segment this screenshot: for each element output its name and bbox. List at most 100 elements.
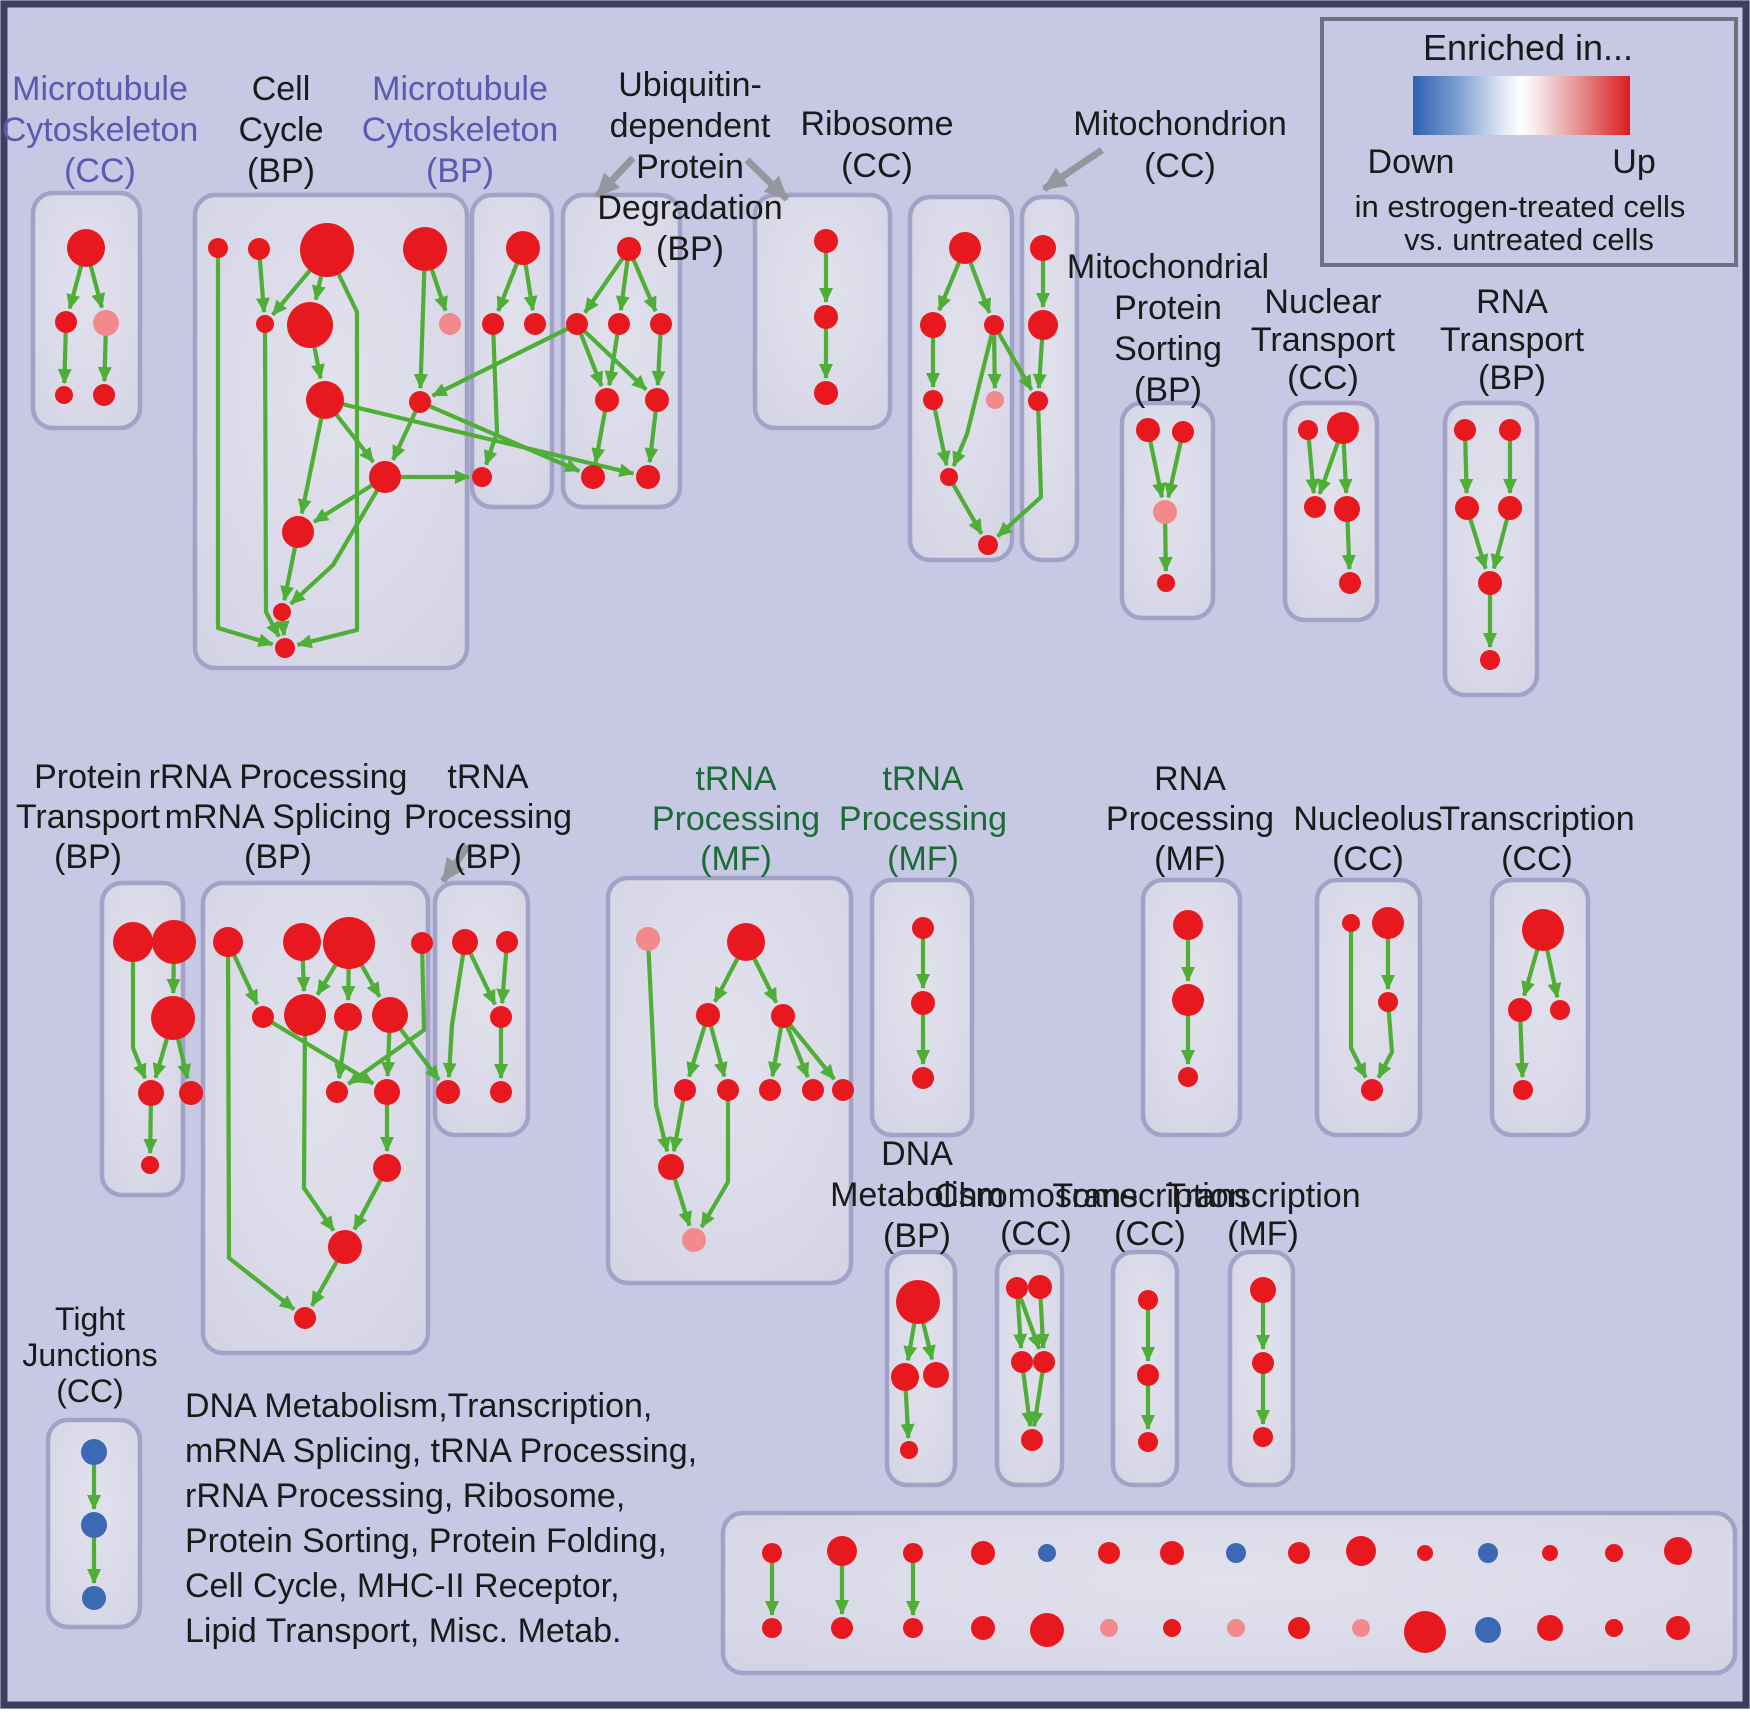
trna-processing-mf-large-node-3 bbox=[771, 1004, 795, 1028]
transcription-cc-upper-node-3 bbox=[1513, 1080, 1533, 1100]
nuclear-transport-node-4 bbox=[1339, 572, 1361, 594]
rrna-processing-node-4 bbox=[252, 1006, 274, 1028]
tight-junctions-node-0 bbox=[81, 1439, 107, 1465]
tight-junctions-node-2 bbox=[82, 1586, 106, 1610]
trna-processing-mf-small-label-line-0: tRNA bbox=[882, 760, 964, 798]
trna-processing-mf-large-node-9 bbox=[658, 1154, 684, 1180]
mitochondrial-protein-sorting-label-line-2: Sorting bbox=[1114, 330, 1222, 368]
legend-gradient-bar bbox=[1413, 76, 1630, 135]
cell-cycle-edge-13 bbox=[215, 248, 274, 647]
misc-clusters-node-20 bbox=[1100, 1619, 1118, 1637]
note-line-3: Protein Sorting, Protein Folding, bbox=[185, 1522, 667, 1560]
rrna-processing-box bbox=[200, 880, 431, 1356]
ribosome-edge-3 bbox=[987, 324, 1002, 390]
rrna-processing-node-1 bbox=[283, 923, 321, 961]
nucleolus-node-1 bbox=[1372, 907, 1404, 939]
cell-cycle-edge-11 bbox=[289, 475, 387, 606]
microtubule-bp-edge-2 bbox=[483, 323, 500, 466]
ribosome-node-2 bbox=[984, 315, 1004, 335]
dna-metabolism-node-0 bbox=[896, 1280, 940, 1324]
misc-clusters-node-16 bbox=[831, 1617, 853, 1639]
ribosome-node-1 bbox=[920, 312, 946, 338]
legend-box bbox=[1320, 17, 1738, 267]
nuclear-transport-node-1 bbox=[1327, 412, 1359, 444]
rrna-processing-node-9 bbox=[374, 1079, 400, 1105]
trna-processing-mf-large-node-0 bbox=[636, 927, 660, 951]
misc-clusters-node-12 bbox=[1542, 1545, 1558, 1561]
ubiquitin-2-node-2 bbox=[814, 381, 838, 405]
ribosome-node-3 bbox=[923, 390, 943, 410]
transcription-cc-lower-label-line-0: Transcription bbox=[1052, 1177, 1247, 1215]
trna-processing-mf-large-edge-6 bbox=[781, 1014, 836, 1081]
mitochondrion-node-2 bbox=[1028, 391, 1048, 411]
cell-cycle-node-4 bbox=[256, 315, 274, 333]
cell-cycle-node-6 bbox=[439, 313, 461, 335]
misc-clusters-node-5 bbox=[1098, 1542, 1120, 1564]
misc-clusters-node-23 bbox=[1288, 1617, 1310, 1639]
cell-cycle-edge-14 bbox=[262, 323, 281, 638]
rrna-processing-edge-7 bbox=[261, 1015, 375, 1086]
rrna-processing-node-3 bbox=[411, 932, 433, 954]
note-line-1: mRNA Splicing, tRNA Processing, bbox=[185, 1432, 697, 1470]
misc-clusters-node-21 bbox=[1163, 1619, 1181, 1637]
legend-down-label: Down bbox=[1368, 143, 1455, 181]
cell-cycle-box bbox=[192, 192, 470, 671]
mitochondrial-protein-sorting-label-line-1: Protein bbox=[1114, 289, 1222, 327]
rna-transport-node-3 bbox=[1498, 496, 1522, 520]
cell-cycle-label-line-1: Cycle bbox=[238, 111, 323, 149]
cell-cycle-node-2 bbox=[300, 223, 354, 277]
rna-transport-label-line-2: (BP) bbox=[1478, 359, 1546, 397]
annotation-arrow-3 bbox=[440, 843, 471, 884]
mitochondrial-protein-sorting-node-0 bbox=[1136, 418, 1160, 442]
dna-metabolism-label-line-1: Metabolism bbox=[830, 1176, 1004, 1214]
transcription-cc-upper-node-1 bbox=[1508, 998, 1532, 1022]
rrna-processing-node-12 bbox=[294, 1307, 316, 1329]
ribosome-edge-5 bbox=[930, 399, 951, 467]
rrna-processing-edge-6 bbox=[347, 942, 427, 1086]
trna-processing-mf-small-label-line-2: (MF) bbox=[887, 840, 959, 878]
microtubule-cc-node-3 bbox=[55, 386, 73, 404]
microtubule-cc-label-line-0: Microtubule bbox=[12, 70, 188, 108]
nuclear-transport-node-3 bbox=[1334, 496, 1360, 522]
ubiquitin-1-node-7 bbox=[636, 465, 660, 489]
rna-transport-label-line-1: Transport bbox=[1440, 321, 1585, 359]
microtubule-bp-box bbox=[469, 192, 555, 510]
legend-caption-line-2: vs. untreated cells bbox=[1404, 222, 1654, 257]
protein-transport-node-5 bbox=[141, 1156, 159, 1174]
protein-transport-node-3 bbox=[138, 1080, 164, 1106]
bottom-margin bbox=[0, 1709, 1750, 1715]
microtubule-cc-node-2 bbox=[93, 310, 119, 336]
rna-transport-node-0 bbox=[1454, 419, 1476, 441]
misc-clusters-node-1 bbox=[827, 1536, 857, 1566]
dna-metabolism-node-1 bbox=[891, 1363, 919, 1391]
nuclear-transport-label-line-0: Nuclear bbox=[1264, 283, 1381, 321]
rrna-processing-node-2 bbox=[323, 917, 375, 969]
nucleolus-label-line-0: Nucleolus bbox=[1293, 800, 1442, 838]
nucleolus-edge-0 bbox=[1348, 923, 1368, 1079]
misc-clusters-node-29 bbox=[1666, 1616, 1690, 1640]
misc-clusters-node-11 bbox=[1478, 1543, 1498, 1563]
transcription-mf-label-line-0: Transcription bbox=[1165, 1177, 1360, 1215]
misc-clusters-node-8 bbox=[1288, 1542, 1310, 1564]
rna-processing-mf-label-line-0: RNA bbox=[1154, 760, 1226, 798]
rrna-processing-label-line-2: (BP) bbox=[244, 838, 312, 876]
trna-processing-mf-small-node-0 bbox=[912, 917, 934, 939]
misc-clusters-node-15 bbox=[762, 1618, 782, 1638]
mitochondrion-node-1 bbox=[1028, 310, 1058, 340]
nuclear-transport-node-2 bbox=[1304, 496, 1326, 518]
trna-processing-mf-large-node-5 bbox=[717, 1079, 739, 1101]
trna-processing-bp-node-4 bbox=[490, 1081, 512, 1103]
trna-processing-mf-large-edge-10 bbox=[699, 1090, 731, 1229]
chromosome-node-1 bbox=[1028, 1275, 1052, 1299]
ubiquitin-1-edge-3 bbox=[575, 323, 604, 387]
protein-transport-edge-0 bbox=[130, 942, 148, 1080]
transcription-cc-lower-label-line-1: (CC) bbox=[1114, 1215, 1186, 1253]
ribosome-edge-4 bbox=[951, 324, 997, 467]
cell-cycle-label-line-0: Cell bbox=[252, 70, 311, 108]
protein-transport-node-2 bbox=[151, 996, 195, 1040]
rna-processing-mf-node-2 bbox=[1178, 1067, 1198, 1087]
misc-clusters-node-18 bbox=[971, 1616, 995, 1640]
rrna-processing-edge-8 bbox=[301, 1014, 336, 1232]
microtubule-cc-node-4 bbox=[93, 384, 115, 406]
ubiquitin-2-node-1 bbox=[814, 305, 838, 329]
